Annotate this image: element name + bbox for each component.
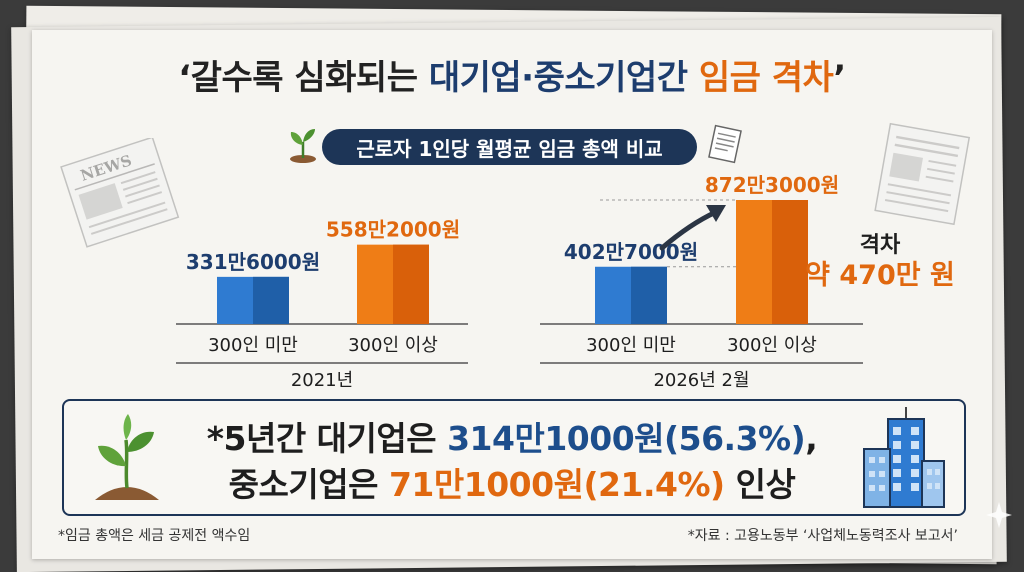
sprout-icon bbox=[290, 129, 316, 163]
newspaper-icon: NEWS bbox=[60, 138, 180, 248]
summary-box bbox=[62, 399, 966, 516]
gap-value: 약 470만 원 bbox=[805, 260, 955, 291]
category-label: 300인 이상 bbox=[348, 335, 438, 356]
category-label: 300인 미만 bbox=[208, 335, 298, 356]
headline-highlight-gap: 임금 격차 bbox=[698, 58, 834, 98]
summary-small-firm-increase: 71만1000원(21.4%) bbox=[388, 465, 725, 504]
gap-label: 격차 bbox=[860, 233, 901, 258]
period-label: 2026년 2월 bbox=[653, 370, 749, 391]
data-label: 331만6000원 bbox=[186, 250, 320, 274]
summary-large-firm-increase: 314만1000원(56.3%) bbox=[447, 419, 806, 458]
summary-text: 중소기업은 bbox=[228, 465, 389, 504]
headline-highlight-companies: 대기업·중소기업간 bbox=[428, 58, 688, 98]
footnote-source: *자료 : 고용노동부 ‘사업체노동력조사 보고서’ bbox=[687, 528, 958, 544]
headline-quote-close: ’ bbox=[833, 58, 846, 98]
data-label: 558만2000원 bbox=[326, 218, 460, 242]
chart-subtitle: 근로자 1인당 월평균 임금 총액 비교 bbox=[322, 129, 697, 165]
document-icon bbox=[708, 124, 742, 164]
summary-line-small-firms: 중소기업은 71만1000원(21.4%) 인상 bbox=[0, 458, 1024, 506]
data-label: 402만7000원 bbox=[564, 240, 698, 264]
bar-chart: 331만6000원 300인 미만 558만2000원 300인 이상 2021년 402… bbox=[176, 173, 955, 391]
growth-arrow-head bbox=[706, 205, 726, 222]
summary-comma: , bbox=[805, 419, 818, 458]
data-label: 872만3000원 bbox=[705, 173, 839, 197]
summary-text: 인상 bbox=[724, 465, 796, 504]
growth-arrow bbox=[659, 209, 719, 251]
footnote-tax-note: *임금 총액은 세금 공제전 액수임 bbox=[58, 528, 251, 544]
bar-shade bbox=[772, 200, 808, 324]
summary-text: *5년간 대기업은 bbox=[206, 419, 448, 458]
summary-line-large-firms: *5년간 대기업은 314만1000원(56.3%), bbox=[0, 412, 1024, 460]
period-label: 2021년 bbox=[291, 370, 353, 391]
bar-shade bbox=[253, 276, 289, 324]
building-icon bbox=[863, 407, 945, 508]
category-label: 300인 이상 bbox=[727, 335, 817, 356]
bar-shade bbox=[393, 244, 429, 324]
bar-shade bbox=[631, 266, 667, 324]
newspaper-icon bbox=[874, 122, 971, 226]
plant-icon bbox=[95, 414, 159, 500]
headline-text: ‘갈수록 심화되는 bbox=[178, 58, 429, 98]
headline: ‘갈수록 심화되는 대기업·중소기업간 임금 격차’ bbox=[0, 50, 1024, 99]
category-label: 300인 미만 bbox=[586, 335, 676, 356]
sparkle-icon bbox=[986, 502, 1012, 528]
